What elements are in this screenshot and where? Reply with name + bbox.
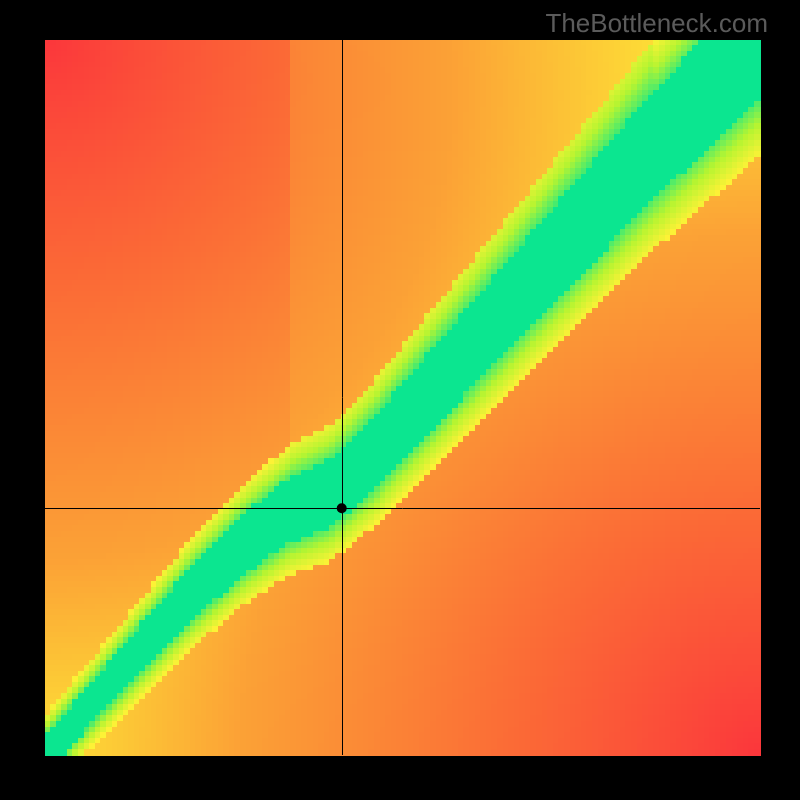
chart-container: TheBottleneck.com <box>0 0 800 800</box>
bottleneck-heatmap <box>0 0 800 800</box>
